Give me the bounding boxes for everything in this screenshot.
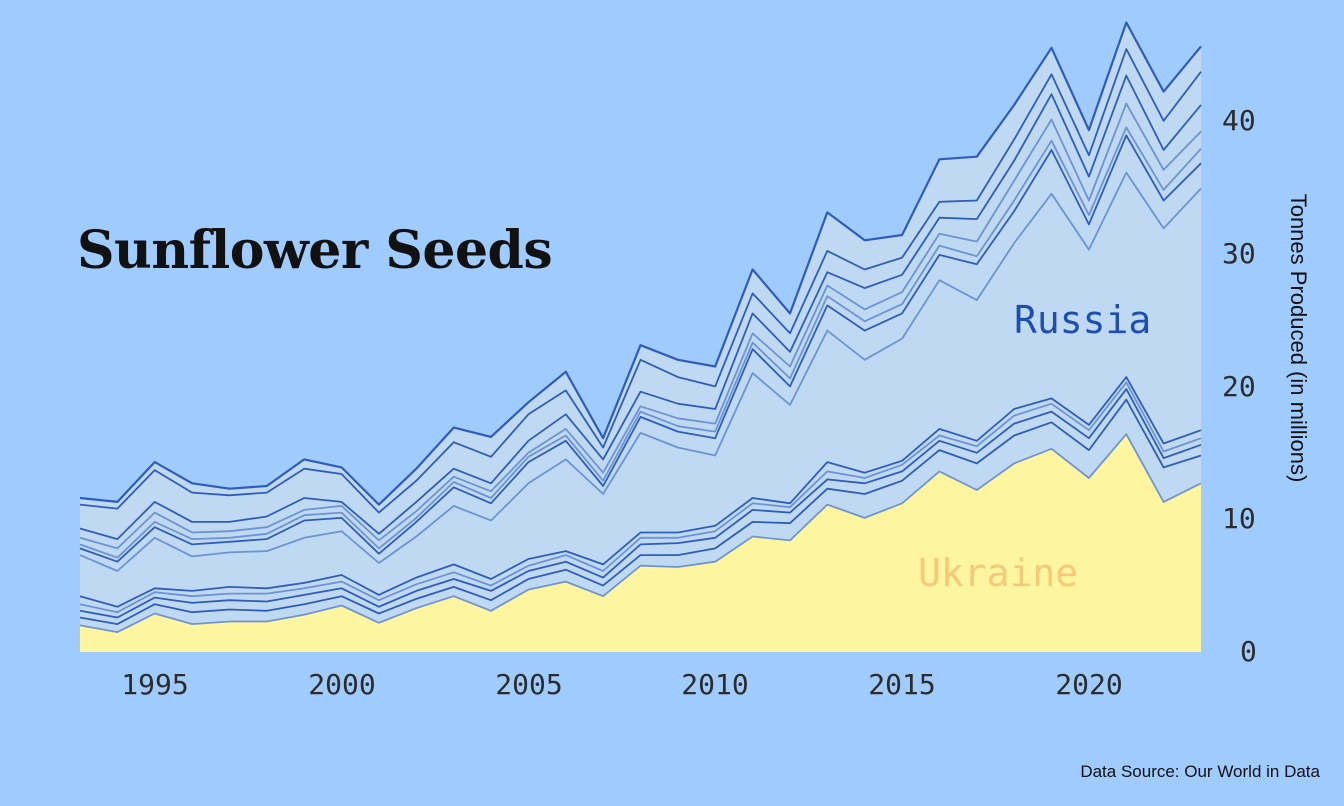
x-tick-2020: 2020 (1055, 668, 1123, 701)
boundary-line-total (79, 21, 1202, 506)
x-tick-1995: 1995 (121, 668, 189, 701)
russia-series-label: Russia (1014, 298, 1152, 342)
x-tick-2005: 2005 (495, 668, 563, 701)
y-tick-10: 10 (1222, 502, 1256, 535)
boundary-line-layer-9 (79, 102, 1202, 550)
boundary-line-russia (79, 171, 1202, 572)
boundary-line-layer-2 (79, 398, 1202, 625)
boundary-line-ukraine (79, 433, 1202, 633)
chart-title: Sunflower Seeds (77, 220, 553, 281)
y-axis-title: Tonnes Produced (in millions) (1286, 193, 1311, 483)
boundary-line-layer-11 (79, 48, 1202, 514)
y-tick-0: 0 (1240, 635, 1257, 668)
boundary-line-layer-7 (79, 134, 1202, 563)
data-source-note: Data Source: Our World in Data (1080, 762, 1320, 781)
boundary-line-layer-5 (79, 376, 1202, 608)
boundary-line-layer-4 (79, 381, 1202, 614)
y-tick-30: 30 (1222, 237, 1256, 270)
x-tick-2015: 2015 (868, 668, 936, 701)
boundary-line-layer-8 (79, 126, 1202, 559)
y-tick-40: 40 (1222, 104, 1256, 137)
x-tick-2010: 2010 (681, 668, 749, 701)
ukraine-area (80, 434, 1201, 652)
ukraine-series-label: Ukraine (918, 551, 1079, 595)
y-tick-20: 20 (1222, 370, 1256, 403)
boundary-line-layer-10 (79, 74, 1202, 540)
boundary-line-layer-3 (79, 388, 1202, 619)
x-tick-2000: 2000 (308, 668, 376, 701)
